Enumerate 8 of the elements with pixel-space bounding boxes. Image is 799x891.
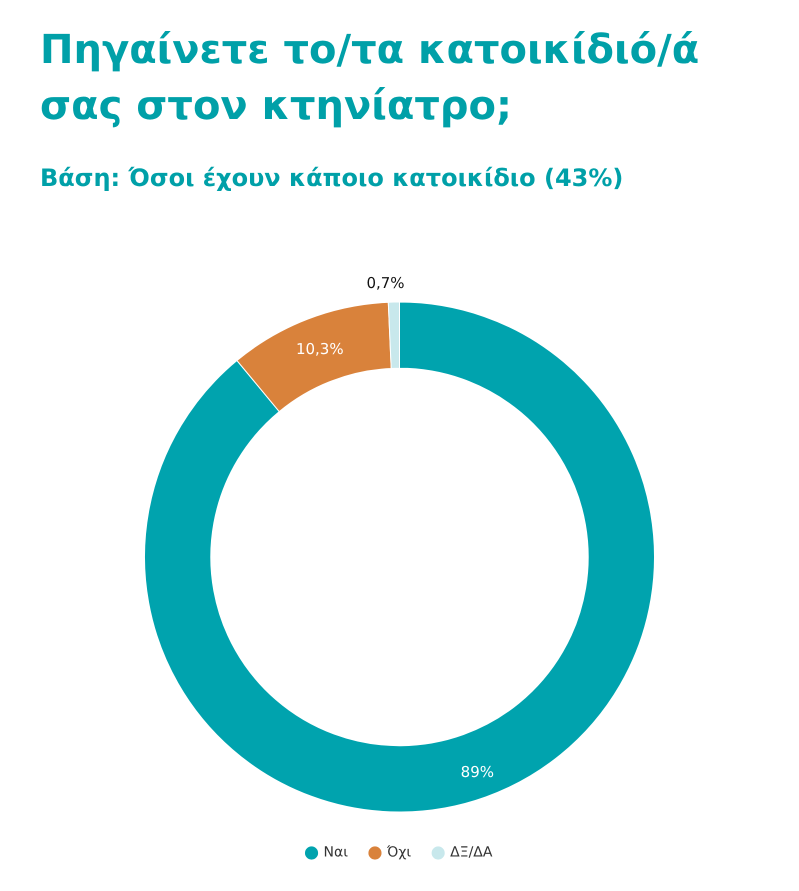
legend-label: Όχι — [386, 844, 412, 861]
legend-label: Ναι — [324, 844, 348, 861]
chart-subtitle: Βάση: Όσοι έχουν κάποιο κατοικίδιο (43%) — [40, 164, 624, 192]
data-label: 89% — [460, 763, 494, 782]
legend-label: ΔΞ/ΔΑ — [450, 844, 493, 861]
chart-title: Πηγαίνετε το/τα κατοικίδιό/ά σας στον κτηνίατρο; — [40, 26, 700, 131]
data-label: 0,7% — [366, 274, 405, 292]
data-label: 10,3% — [296, 340, 344, 358]
